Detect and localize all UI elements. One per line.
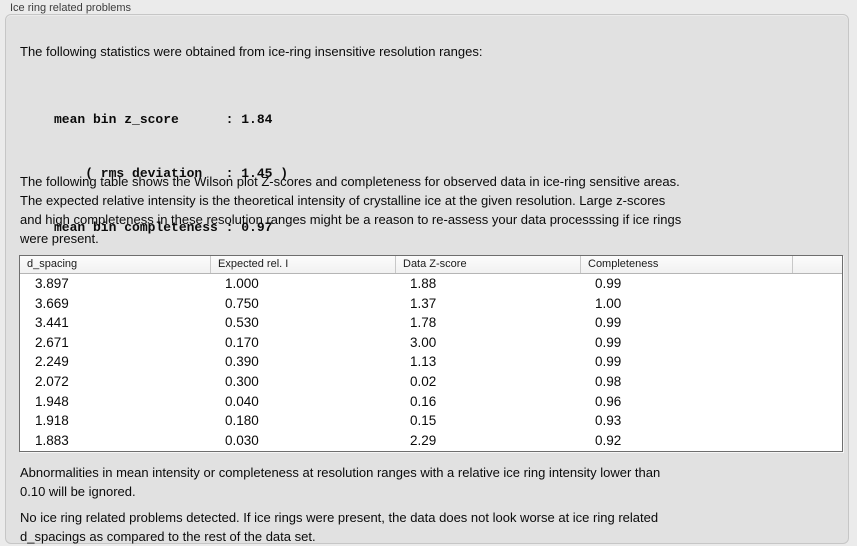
table-row[interactable]: 3.441 0.530 1.78 0.99 — [20, 313, 842, 333]
cell-d-spacing: 2.671 — [35, 334, 69, 350]
table-row[interactable]: 1.918 0.180 0.15 0.93 — [20, 411, 842, 431]
cell-data-z-score: 0.16 — [410, 393, 437, 409]
stats-line-z-score-rms: ( rms deviation : 1.45 ) — [54, 166, 289, 181]
cell-expected-rel-i: 0.390 — [225, 354, 259, 370]
table-body: 3.897 1.000 1.88 0.99 3.669 0.750 1.37 1… — [20, 274, 842, 451]
cell-completeness: 0.99 — [595, 276, 622, 291]
intro-line: The following statistics were obtained f… — [20, 44, 483, 59]
cell-completeness: 0.99 — [595, 315, 622, 331]
stats-line-z-score: mean bin z_score : 1.84 — [54, 112, 273, 127]
table-row[interactable]: 3.897 1.000 1.88 0.99 — [20, 274, 842, 294]
cell-d-spacing: 2.072 — [35, 373, 69, 389]
cell-completeness: 0.92 — [595, 432, 622, 448]
ignore-note-line: 0.10 will be ignored. — [20, 484, 136, 499]
cell-expected-rel-i: 0.750 — [225, 295, 259, 311]
description-line: The following table shows the Wilson plo… — [20, 174, 680, 189]
ice-ring-group-box: The following statistics were obtained f… — [5, 14, 849, 544]
table-header-row: d_spacing Expected rel. I Data Z-score C… — [20, 256, 842, 274]
cell-expected-rel-i: 0.170 — [225, 334, 259, 350]
table-row[interactable]: 2.249 0.390 1.13 0.99 — [20, 352, 842, 372]
ignore-note-text: Abnormalities in mean intensity or compl… — [20, 463, 660, 501]
stats-line-completeness: mean bin completeness : 0.97 — [54, 220, 273, 235]
cell-d-spacing: 2.249 — [35, 354, 69, 370]
table-row[interactable]: 1.883 0.030 2.29 0.92 — [20, 431, 842, 451]
cell-d-spacing: 3.441 — [35, 315, 69, 331]
cell-data-z-score: 2.29 — [410, 432, 437, 448]
table-row[interactable]: 1.948 0.040 0.16 0.96 — [20, 392, 842, 412]
description-line: were present. — [20, 231, 99, 246]
cell-data-z-score: 1.13 — [410, 354, 437, 370]
cell-expected-rel-i: 0.030 — [225, 432, 259, 448]
cell-completeness: 1.00 — [595, 295, 622, 311]
conclusion-line: d_spacings as compared to the rest of th… — [20, 529, 316, 544]
table-row[interactable]: 2.072 0.300 0.02 0.98 — [20, 372, 842, 392]
description-line: and high completeness in these resolutio… — [20, 212, 682, 227]
description-line: The expected relative intensity is the t… — [20, 193, 666, 208]
table-description-text: The following table shows the Wilson plo… — [20, 172, 681, 248]
cell-d-spacing: 3.669 — [35, 295, 69, 311]
conclusion-line: No ice ring related problems detected. I… — [20, 510, 659, 525]
cell-data-z-score: 1.37 — [410, 295, 437, 311]
column-header-data-z-score[interactable]: Data Z-score — [395, 256, 580, 273]
cell-expected-rel-i: 0.040 — [225, 393, 259, 409]
cell-data-z-score: 1.78 — [410, 315, 437, 331]
table-row[interactable]: 3.669 0.750 1.37 1.00 — [20, 294, 842, 314]
column-header-completeness[interactable]: Completeness — [580, 256, 792, 273]
conclusion-text: No ice ring related problems detected. I… — [20, 508, 658, 546]
cell-data-z-score: 1.88 — [410, 276, 437, 291]
ice-ring-table: d_spacing Expected rel. I Data Z-score C… — [19, 255, 843, 452]
intro-text: The following statistics were obtained f… — [20, 43, 482, 60]
cell-data-z-score: 3.00 — [410, 334, 437, 350]
cell-data-z-score: 0.02 — [410, 373, 437, 389]
cell-d-spacing: 1.918 — [35, 413, 69, 429]
ignore-note-line: Abnormalities in mean intensity or compl… — [20, 465, 661, 480]
table-row[interactable]: 2.671 0.170 3.00 0.99 — [20, 333, 842, 353]
cell-expected-rel-i: 0.180 — [225, 413, 259, 429]
cell-expected-rel-i: 1.000 — [225, 276, 259, 291]
cell-expected-rel-i: 0.530 — [225, 315, 259, 331]
cell-d-spacing: 1.883 — [35, 432, 69, 448]
cell-completeness: 0.99 — [595, 354, 622, 370]
column-header-d-spacing[interactable]: d_spacing — [27, 258, 78, 270]
cell-completeness: 0.98 — [595, 373, 622, 389]
cell-completeness: 0.99 — [595, 334, 622, 350]
cell-data-z-score: 0.15 — [410, 413, 437, 429]
cell-completeness: 0.96 — [595, 393, 622, 409]
cell-d-spacing: 3.897 — [35, 276, 69, 291]
column-header-empty — [792, 256, 842, 273]
cell-expected-rel-i: 0.300 — [225, 373, 259, 389]
cell-d-spacing: 1.948 — [35, 393, 69, 409]
cell-completeness: 0.93 — [595, 413, 622, 429]
group-box-label: Ice ring related problems — [10, 2, 132, 14]
column-header-expected-rel-i[interactable]: Expected rel. I — [210, 256, 395, 273]
